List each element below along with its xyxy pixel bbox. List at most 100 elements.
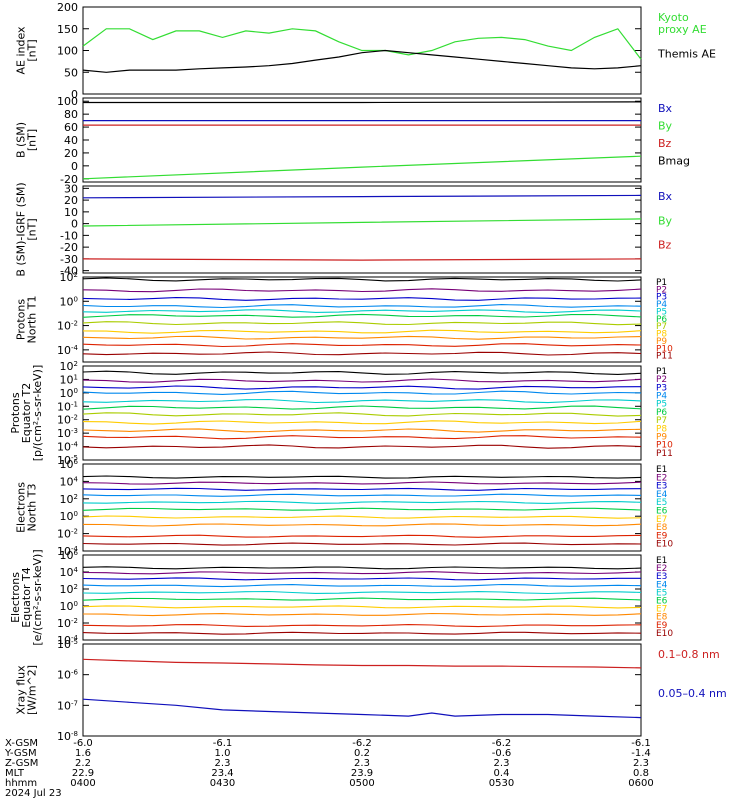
- channel-line-p4: [82, 390, 642, 395]
- y-tick-label: 60: [64, 121, 78, 134]
- x-row-label: X-GSM: [5, 738, 38, 749]
- legend-label: By: [658, 214, 673, 227]
- channel-line-e10: [82, 631, 642, 635]
- channel-line-p2: [82, 378, 642, 383]
- panel-frame: [82, 643, 642, 737]
- x-column-value: 22.9: [72, 768, 94, 779]
- y-tick-label: 104: [60, 475, 79, 488]
- channel-line-e10: [82, 542, 642, 546]
- y-axis-label: Equator T2: [20, 383, 33, 443]
- y-tick-label: 10-1: [57, 400, 78, 413]
- channel-label-e6: E6: [656, 597, 668, 607]
- y-tick-label: 10-4: [57, 441, 79, 454]
- y-tick-label: 100: [60, 600, 78, 613]
- channel-line-e1: [82, 475, 642, 479]
- channel-label-p1: P1: [656, 278, 667, 288]
- x-column-value: 1.0: [215, 748, 231, 759]
- legend-label: Bx: [658, 190, 673, 203]
- channel-label-e1: E1: [656, 556, 667, 566]
- channel-line-p8: [82, 420, 642, 425]
- channel-label-p11: P11: [656, 449, 673, 459]
- series-line-by: [82, 218, 642, 227]
- x-column-value: -6.2: [352, 738, 372, 749]
- panel-xray: 10-5 10-6 10-7 10-8 Xray flux[W/m^2] 0.1–0.8 …: [15, 638, 727, 743]
- x-column-value: 2.3: [354, 758, 370, 769]
- y-axis-label: Electrons: [9, 572, 22, 623]
- y-tick-label: 10-5: [57, 638, 78, 651]
- x-column-value: 0430: [210, 778, 235, 789]
- channel-line-p1: [82, 370, 642, 375]
- channel-line-e5: [82, 500, 642, 504]
- channel-label-e2: E2: [656, 564, 667, 574]
- channel-label-e3: E3: [656, 482, 667, 492]
- panel-frame: [82, 365, 642, 461]
- x-column-value: -0.6: [492, 748, 512, 759]
- channel-line-p10: [82, 343, 642, 348]
- y-axis-label: [W/m^2]: [26, 665, 39, 715]
- channel-line-e1: [82, 566, 642, 570]
- x-column-value: 2.3: [494, 758, 510, 769]
- channel-label-p1: P1: [656, 367, 667, 377]
- channel-label-p10: P10: [656, 441, 673, 451]
- channel-label-p7: P7: [656, 322, 667, 332]
- y-axis-label: Protons: [15, 299, 28, 340]
- channel-label-p10: P10: [656, 344, 673, 354]
- series-line-0-1-0-8-nm: [82, 658, 642, 669]
- channel-label-e7: E7: [656, 605, 667, 615]
- panel-frame: [82, 276, 642, 363]
- x-column-value: 2.3: [633, 758, 649, 769]
- y-tick-label: 106: [60, 458, 79, 471]
- legend-label: Kyoto: [658, 11, 689, 24]
- y-tick-label: 100: [57, 45, 78, 58]
- y-tick-label: 10-4: [57, 634, 79, 647]
- y-tick-label: 101: [60, 373, 78, 386]
- y-axis-label: [e/(cm²-s-sr-keV)]: [31, 549, 44, 645]
- series-line-bmag: [83, 101, 642, 104]
- y-tick-label: 10-2: [57, 320, 78, 333]
- channel-line-e2: [82, 571, 642, 575]
- x-column-value: -6.1: [631, 738, 651, 749]
- channel-label-p2: P2: [656, 375, 667, 385]
- channel-label-e9: E9: [656, 531, 668, 541]
- x-column-value: 0400: [70, 778, 95, 789]
- x-column-value: -1.4: [631, 748, 651, 759]
- y-tick-label: 30: [64, 182, 78, 195]
- x-row-label: hhmm: [5, 778, 37, 789]
- series-line-kyoto-proxy-ae: [82, 28, 642, 60]
- y-tick-label: 10-2: [57, 617, 78, 630]
- y-tick-label: 10-7: [57, 699, 78, 712]
- x-column-value: 23.9: [351, 768, 373, 779]
- channel-line-p9: [82, 428, 642, 433]
- y-tick-label: 100: [60, 387, 78, 400]
- panel-frame: [82, 185, 642, 274]
- channel-label-p2: P2: [656, 285, 667, 295]
- channel-line-p11: [82, 351, 642, 356]
- y-axis-label: North T3: [26, 484, 39, 532]
- y-axis-label: North T1: [26, 296, 39, 344]
- y-tick-label: 10-4: [57, 545, 79, 558]
- channel-label-e10: E10: [656, 540, 673, 550]
- channel-label-p8: P8: [656, 330, 667, 340]
- channel-line-p6: [82, 313, 642, 318]
- channel-line-e6: [82, 507, 642, 511]
- y-tick-label: 50: [64, 66, 78, 79]
- y-tick-label: 10-4: [57, 344, 79, 357]
- channel-line-e9: [82, 624, 642, 628]
- channel-line-e5: [82, 590, 642, 595]
- channel-line-p4: [82, 304, 642, 309]
- series-line-bx: [82, 194, 642, 199]
- channel-line-e7: [82, 515, 642, 519]
- y-tick-label: -20: [60, 241, 78, 254]
- channel-label-p4: P4: [656, 300, 667, 310]
- channel-line-e7: [82, 605, 642, 609]
- channel-label-e1: E1: [656, 465, 667, 475]
- y-tick-label: -30: [60, 253, 78, 266]
- y-tick-label: 102: [60, 360, 78, 373]
- legend-label: Bz: [658, 239, 672, 252]
- legend-label: Bx: [658, 102, 673, 115]
- y-axis-label: B (SM)-IGRF (SM): [15, 182, 28, 276]
- channel-label-p9: P9: [656, 432, 667, 442]
- date-label: 2024 Jul 23: [5, 788, 62, 799]
